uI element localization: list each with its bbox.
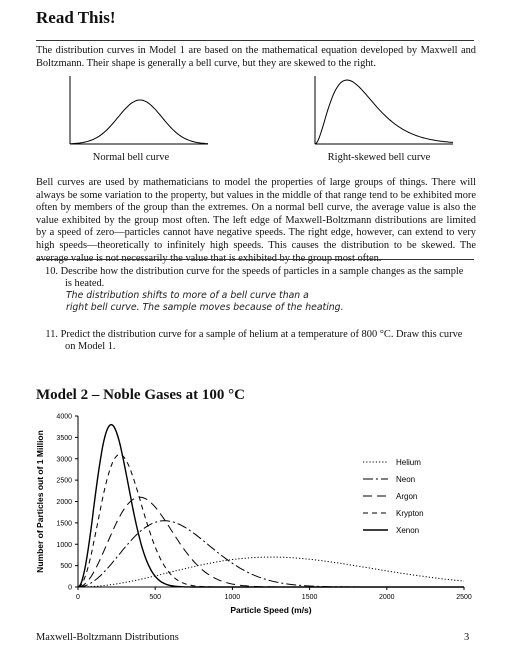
chart-curves [77, 423, 465, 588]
question-11: 11. Predict the distribution curve for a… [36, 329, 476, 342]
x-tick-label: 1000 [225, 594, 241, 601]
legend-label-argon: Argon [396, 492, 417, 501]
y-tick-label: 0 [68, 585, 72, 592]
question-number: 10. [45, 266, 58, 277]
handwritten-answer-line: right bell curve. The sample moves becau… [66, 302, 344, 313]
x-axis-label: Particle Speed (m/s) [230, 605, 311, 615]
question-text: Predict the distribution curve for a sam… [60, 329, 463, 340]
skewed-curve [314, 79, 454, 145]
series-line-helium [78, 556, 465, 588]
footer-title: Maxwell-Boltzmann Distributions [36, 632, 179, 643]
y-tick-label: 2500 [56, 478, 72, 485]
question-11-continued: on Model 1. [65, 341, 116, 352]
y-tick-label: 2000 [56, 499, 72, 506]
y-axis-label: Number of Particles out of 1 Million [35, 430, 45, 573]
section-title: Read This! [36, 8, 116, 27]
intro-paragraph: The distribution curves in Model 1 are b… [36, 45, 476, 69]
y-tick-label: 4000 [56, 414, 72, 421]
x-tick-label: 500 [149, 594, 161, 601]
x-tick-label: 2500 [456, 594, 472, 601]
question-10-continued: is heated. [65, 278, 105, 289]
chart-legend: Helium Neon Argon Krypton Xenon [363, 458, 424, 535]
handwritten-answer-line: The distribution shifts to more of a bel… [66, 290, 309, 301]
x-tick-label: 2000 [379, 594, 395, 601]
page-number: 3 [464, 632, 470, 643]
legend-label-xenon: Xenon [396, 526, 419, 535]
y-tick-label: 1000 [56, 542, 72, 549]
divider [36, 40, 474, 41]
y-tick-label: 3500 [56, 435, 72, 442]
caption-normal: Normal bell curve [92, 152, 170, 163]
legend-label-neon: Neon [396, 475, 415, 484]
divider [36, 259, 474, 260]
question-10: 10. Describe how the distribution curve … [36, 266, 476, 279]
explanation-paragraph: Bell curves are used by mathematicians t… [36, 177, 476, 264]
y-tick-label: 1500 [56, 520, 72, 527]
series-line-xenon [77, 423, 464, 588]
x-tick-label: 1500 [302, 594, 318, 601]
caption-skewed: Right-skewed bell curve [327, 152, 431, 163]
skewed-bell-curve-figure [314, 76, 454, 145]
legend-label-krypton: Krypton [396, 509, 424, 518]
legend-label-helium: Helium [396, 458, 421, 467]
question-number: 11. [45, 329, 58, 340]
question-text: Describe how the distribution curve for … [60, 266, 464, 277]
normal-bell-curve-figure [69, 76, 208, 145]
normal-curve [70, 99, 208, 145]
y-tick-label: 3000 [56, 456, 72, 463]
x-tick-label: 0 [76, 594, 80, 601]
speed-distribution-chart: 0 500 1000 1500 2000 2500 3000 3500 4000 0 500 1000… [35, 414, 472, 616]
model-2-title: Model 2 – Noble Gases at 100 °C [36, 387, 245, 403]
y-tick-label: 500 [60, 563, 72, 570]
